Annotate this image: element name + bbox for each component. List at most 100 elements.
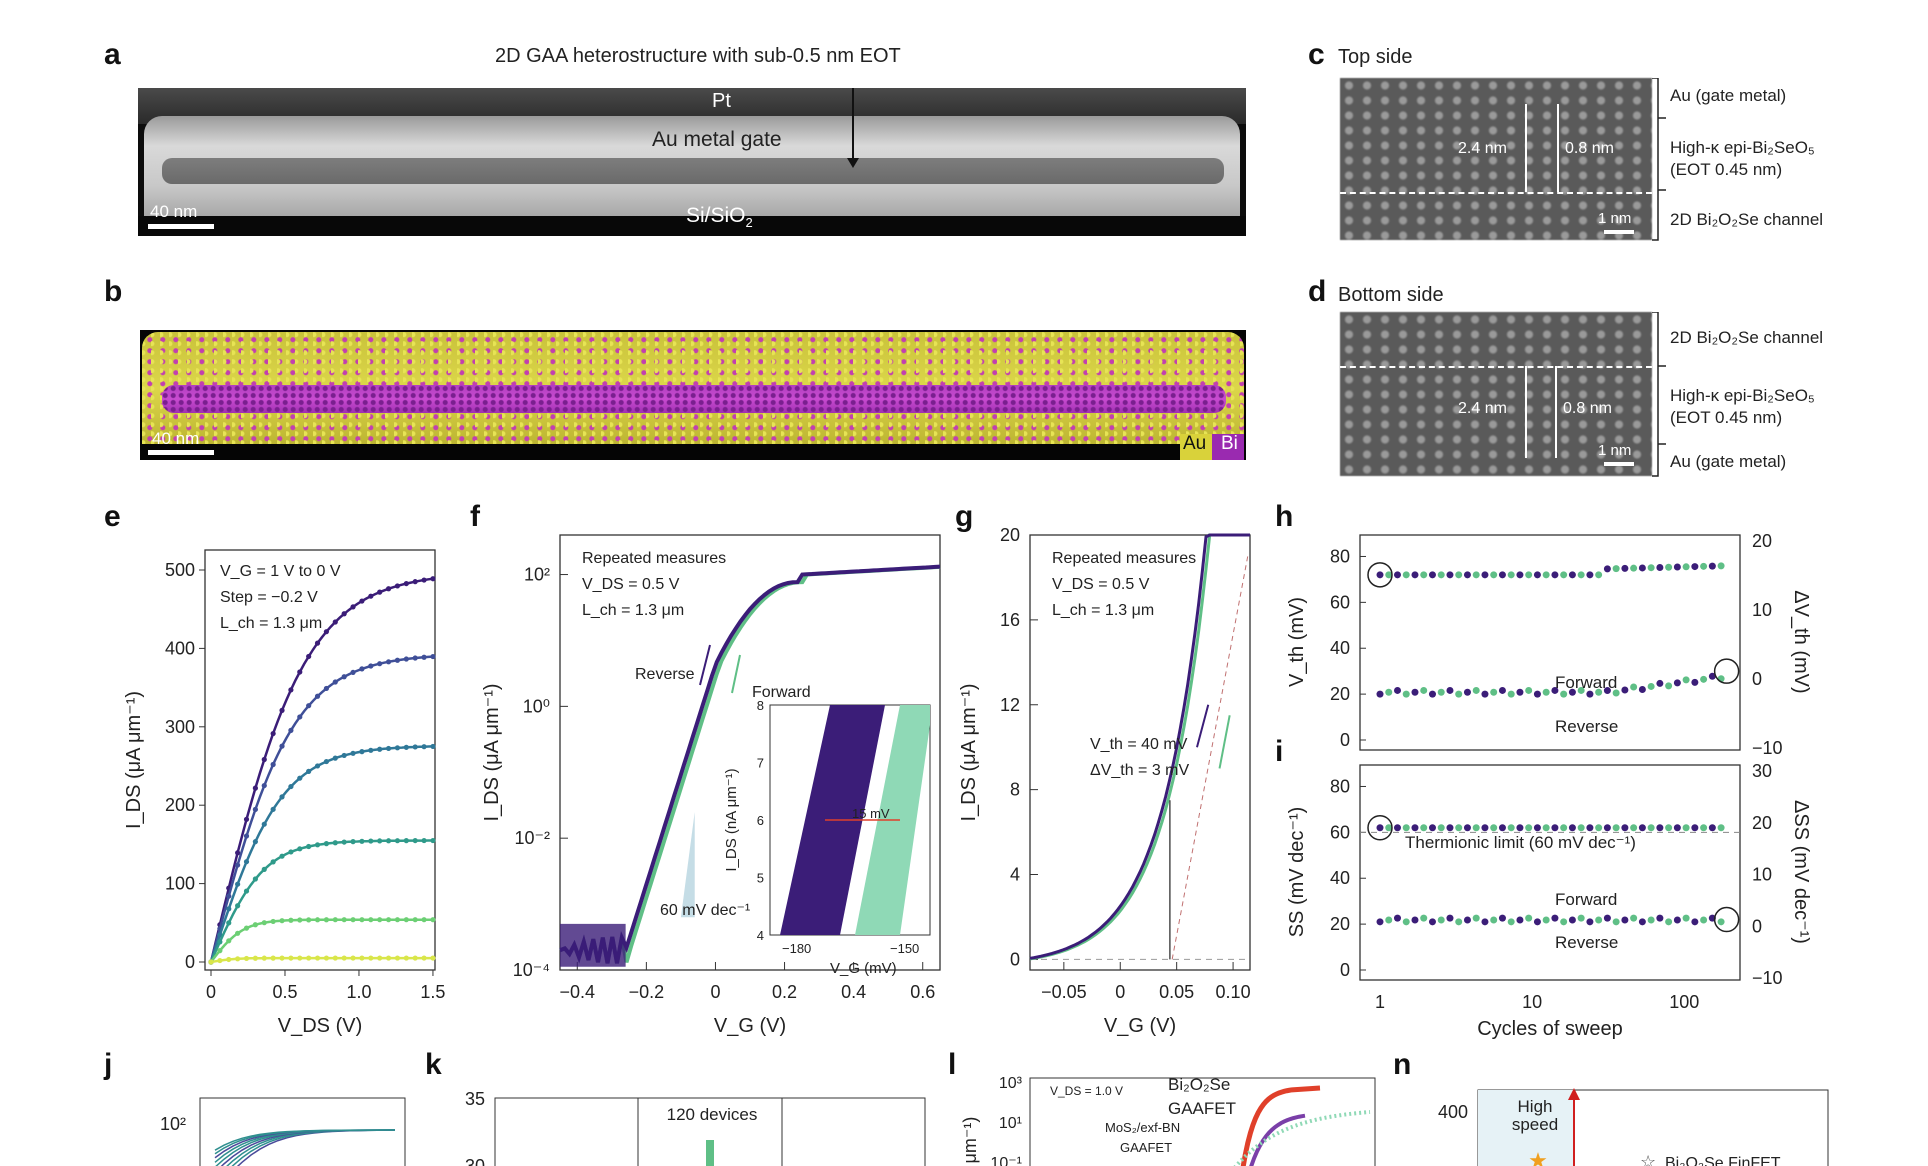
annotation-f-2: V_DS = 0.5 V xyxy=(582,576,680,593)
legend-bi: Bi xyxy=(1221,433,1238,454)
inset-y-label-f: I_DS (nA μm⁻¹) xyxy=(723,768,740,871)
x-tick-label-g: −0.05 xyxy=(1041,982,1087,1002)
reverse-arrow-g xyxy=(1196,704,1210,748)
y-tick-label-g: 8 xyxy=(1010,780,1020,800)
data-point-i xyxy=(1533,918,1541,926)
curve-l-green xyxy=(1233,1109,1371,1166)
annotation-n-speed: speed xyxy=(1512,1115,1558,1134)
scale-bar-d xyxy=(1604,462,1634,466)
y-tick-label-h: 20 xyxy=(1330,684,1350,704)
data-point-h xyxy=(1376,571,1384,579)
data-point-h xyxy=(1647,564,1655,572)
data-point-h xyxy=(1542,571,1550,579)
data-point-i xyxy=(1682,914,1690,922)
data-point-i xyxy=(1542,824,1550,832)
data-point-i xyxy=(1682,824,1690,832)
data-point-e xyxy=(217,948,223,954)
panel-label-e: e xyxy=(104,500,121,533)
data-point-h xyxy=(1446,686,1454,694)
x-tick-label-f: −0.4 xyxy=(559,982,595,1002)
data-point-e xyxy=(350,917,356,923)
scale-bar-label-c: 1 nm xyxy=(1598,210,1632,227)
y-right-tick-label-i: −10 xyxy=(1752,968,1783,988)
data-point-i xyxy=(1568,824,1576,832)
data-point-e xyxy=(368,917,374,923)
curve-j xyxy=(220,1129,396,1166)
x-tick-label-f: 0.6 xyxy=(910,982,935,1002)
interface-line-top xyxy=(1340,192,1652,194)
annotation-g-3: L_ch = 1.3 μm xyxy=(1052,602,1154,619)
y-right-axis-label-i: ΔSS (mV dec⁻¹) xyxy=(1790,800,1812,944)
y-tick-label-e: 400 xyxy=(165,638,195,658)
data-point-e xyxy=(385,917,392,923)
data-point-e xyxy=(217,939,223,945)
data-point-e xyxy=(323,917,330,923)
data-point-h xyxy=(1428,571,1436,579)
data-point-h xyxy=(1586,571,1594,579)
data-point-i xyxy=(1560,918,1568,926)
inset-y-tick-f: 8 xyxy=(757,698,764,713)
data-point-i xyxy=(1656,914,1664,922)
data-point-h xyxy=(1621,686,1629,694)
plot-frame-f xyxy=(559,534,941,971)
panel-a-title: 2D GAA heterostructure with sub-0.5 nm E… xyxy=(495,45,901,67)
data-point-h xyxy=(1691,563,1699,571)
panel-c-title: Top side xyxy=(1338,46,1413,68)
data-point-h xyxy=(1516,688,1524,696)
annotation-h-forward: Forward xyxy=(1555,673,1617,692)
data-point-e xyxy=(368,955,374,961)
panel-label-n: n xyxy=(1393,1048,1412,1081)
data-point-e xyxy=(359,598,365,604)
data-point-e xyxy=(323,629,330,635)
annotation-g-2: V_DS = 0.5 V xyxy=(1052,576,1150,593)
scale-bar-a xyxy=(148,224,214,229)
y-tick-label-g: 16 xyxy=(1000,610,1020,630)
y-tick-label-e: 200 xyxy=(165,795,195,815)
legend-au: Au xyxy=(1183,433,1207,454)
data-point-h xyxy=(1490,688,1498,696)
data-point-h xyxy=(1673,563,1681,571)
data-point-h xyxy=(1595,688,1603,696)
data-point-e xyxy=(279,918,285,924)
series-line-e xyxy=(209,577,434,963)
data-point-h xyxy=(1420,571,1428,579)
curve-j xyxy=(236,1129,396,1166)
data-point-i xyxy=(1525,914,1533,922)
dim-total-label-top: 2.4 nm xyxy=(1458,140,1507,157)
data-point-e xyxy=(332,679,338,685)
y-right-tick-label-i: 10 xyxy=(1752,865,1772,885)
data-point-i xyxy=(1411,916,1419,924)
star-marker-n: ★ xyxy=(1528,1148,1548,1166)
data-point-e xyxy=(421,837,427,844)
data-point-i xyxy=(1551,824,1559,832)
data-point-h xyxy=(1621,564,1629,572)
data-point-e xyxy=(332,917,338,923)
layer-label-eot-d: (EOT 0.45 nm) xyxy=(1670,408,1783,427)
data-point-h xyxy=(1411,688,1419,696)
plot-frame-l xyxy=(1029,1077,1376,1166)
data-point-h xyxy=(1700,675,1708,683)
data-point-e xyxy=(412,744,418,750)
data-point-i xyxy=(1673,916,1681,924)
panel-label-d: d xyxy=(1308,275,1327,308)
data-point-e xyxy=(314,693,321,699)
data-point-e xyxy=(368,663,374,669)
data-point-e xyxy=(430,955,436,961)
y-tick-label-k: 30 xyxy=(465,1156,485,1166)
data-point-e xyxy=(314,955,321,961)
high-speed-region-n xyxy=(1478,1090,1573,1166)
data-point-h xyxy=(1498,686,1506,694)
data-point-h xyxy=(1551,686,1559,694)
data-point-e xyxy=(341,917,347,923)
dim-inner-label-top: 0.8 nm xyxy=(1565,140,1614,157)
arrow-head-n xyxy=(1568,1088,1580,1100)
x-axis-label-f: V_G (V) xyxy=(714,1015,786,1037)
data-point-e xyxy=(341,611,347,617)
curve-l-purple xyxy=(1249,1113,1306,1166)
data-point-e xyxy=(385,838,392,844)
eds-map-image xyxy=(140,330,1246,460)
data-point-h xyxy=(1691,678,1699,686)
data-point-e xyxy=(323,955,330,961)
data-point-e xyxy=(297,669,303,675)
data-point-e xyxy=(270,761,276,768)
